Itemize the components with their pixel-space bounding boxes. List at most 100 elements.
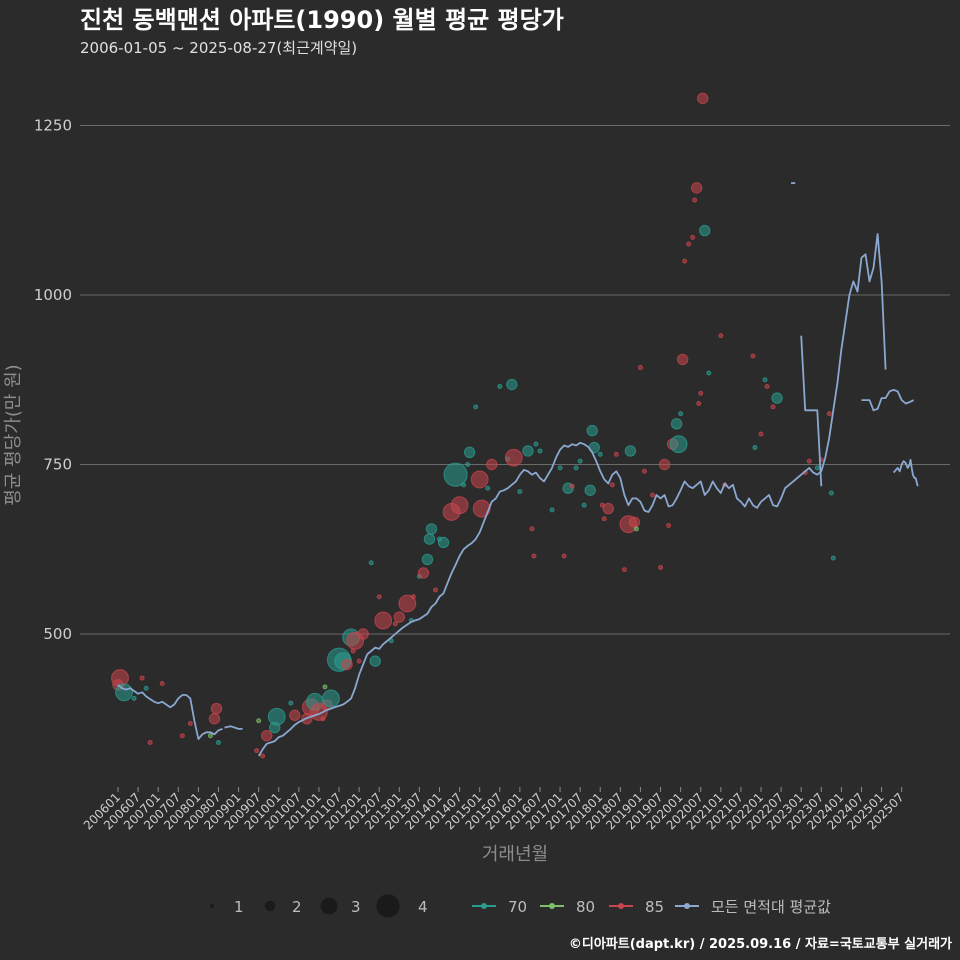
data-point-70	[670, 418, 683, 430]
data-point-85	[621, 567, 627, 573]
data-point-85	[561, 553, 567, 559]
data-point-70	[288, 700, 294, 706]
y-tick-label: 500	[43, 625, 72, 643]
data-point-85	[613, 451, 619, 457]
data-point-70	[461, 482, 467, 488]
data-point-85	[392, 621, 398, 627]
data-point-85	[376, 594, 382, 600]
x-axis-label: 거래년월	[482, 844, 548, 865]
data-point-70	[131, 695, 137, 701]
data-point-70	[473, 404, 479, 410]
data-point-70	[573, 465, 579, 471]
data-point-85	[750, 353, 756, 359]
data-point-85	[666, 523, 672, 529]
data-point-70	[267, 707, 286, 726]
data-point-85	[696, 400, 702, 406]
data-point-85	[698, 390, 704, 396]
data-point-70	[533, 441, 539, 447]
data-point-85	[628, 516, 641, 528]
data-point-70	[752, 445, 758, 451]
data-point-70	[506, 378, 518, 391]
data-point-70	[443, 462, 468, 487]
data-point-70	[143, 685, 149, 691]
data-point-85	[637, 365, 643, 371]
data-point-85	[686, 241, 692, 247]
data-point-85	[179, 733, 185, 739]
data-point-70	[485, 485, 491, 491]
data-point-85	[718, 333, 724, 339]
data-point-70	[368, 560, 374, 566]
data-point-70	[586, 424, 598, 437]
data-point-85	[187, 720, 193, 726]
data-point-85	[472, 499, 491, 518]
data-point-85	[410, 594, 416, 600]
data-point-70	[322, 689, 340, 708]
data-point-85	[398, 594, 417, 613]
data-point-85	[417, 567, 430, 579]
legend-color-symbol	[481, 903, 487, 909]
data-point-70	[423, 533, 436, 545]
data-point-85	[658, 458, 671, 471]
chart-subtitle: 2006-01-05 ~ 2025-08-27(최근계약일)	[80, 39, 357, 57]
data-point-85	[470, 470, 489, 489]
data-point-70	[437, 536, 450, 549]
data-point-80	[256, 718, 262, 724]
legend-color-symbol	[684, 903, 690, 909]
data-point-85	[210, 702, 223, 715]
data-point-70	[522, 445, 534, 457]
data-point-85	[658, 565, 664, 571]
data-point-85	[601, 516, 607, 522]
y-tick-label: 750	[43, 456, 72, 474]
legend-color-label: 70	[508, 898, 527, 916]
data-point-85	[531, 553, 537, 559]
data-point-70	[581, 502, 587, 508]
data-point-85	[139, 675, 145, 681]
data-point-70	[577, 458, 583, 464]
data-point-70	[699, 224, 711, 237]
data-point-85	[393, 611, 406, 623]
data-point-70	[762, 377, 768, 383]
y-tick-labels: 500 750 1000 1250	[34, 117, 72, 644]
data-point-85	[826, 411, 832, 417]
data-point-85	[770, 404, 776, 410]
legend-size-symbol	[210, 904, 214, 908]
legend-size-label: 3	[351, 898, 361, 916]
data-point-70	[814, 465, 820, 471]
data-point-85	[260, 730, 273, 742]
caption: ©디아파트(dapt.kr) / 2025.09.16 / 자료=국토교통부 실…	[569, 936, 952, 952]
data-point-85	[569, 483, 575, 489]
data-point-70	[425, 523, 438, 535]
data-point-85	[690, 234, 696, 240]
data-point-70	[465, 462, 471, 467]
data-point-70	[624, 445, 637, 457]
data-point-70	[771, 392, 783, 404]
data-point-85	[357, 628, 369, 640]
data-point-70	[115, 683, 133, 702]
average-line-segment	[257, 233, 887, 757]
data-point-70	[669, 435, 688, 454]
y-axis-label: 평균 평당가(만 원)	[3, 364, 24, 505]
legend-size-label: 4	[418, 898, 428, 916]
data-point-85	[806, 458, 812, 464]
data-point-70	[421, 553, 434, 566]
legend-size-label: 2	[292, 898, 302, 916]
data-point-85	[609, 482, 615, 488]
average-line-segment	[224, 725, 243, 730]
data-point-85	[602, 502, 614, 515]
data-point-85	[758, 431, 764, 437]
data-point-85	[641, 468, 647, 474]
y-tick-label: 1000	[34, 286, 72, 304]
data-point-70	[537, 448, 543, 454]
legend-color-label: 80	[576, 898, 595, 916]
data-point-85	[356, 658, 362, 664]
data-point-70	[369, 655, 381, 667]
data-point-85	[682, 258, 688, 264]
data-point-85	[697, 92, 709, 105]
legend-color-label: 85	[645, 898, 664, 916]
average-line-segment	[861, 389, 915, 412]
chart-title: 진천 동백맨션 아파트(1990) 월별 평균 평당가	[80, 6, 564, 34]
data-point-70	[830, 555, 836, 561]
data-point-70	[557, 465, 563, 471]
data-point-85	[529, 526, 535, 532]
